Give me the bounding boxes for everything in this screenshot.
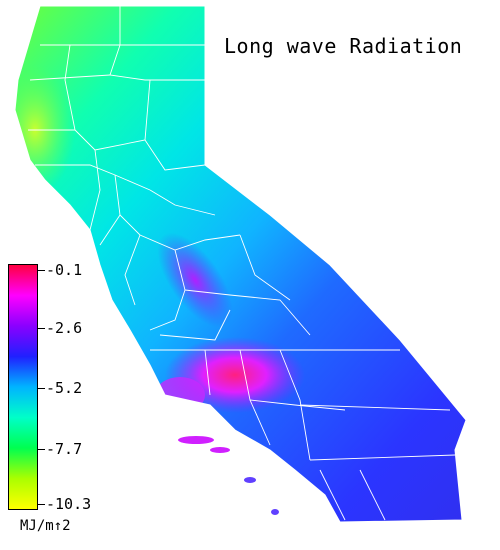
state-outline	[14, 5, 467, 523]
county-boundaries	[28, 6, 456, 521]
coast-south-high-area	[155, 377, 205, 413]
colorbar-unit: MJ/m↑2	[20, 518, 71, 534]
colorbar-tick-label: -10.3	[46, 495, 92, 513]
colorbar-tick-label: -0.1	[46, 261, 83, 279]
colorbar	[8, 264, 38, 510]
colorbar-tick-label: -5.2	[46, 379, 83, 397]
map-title: Long wave Radiation	[224, 34, 463, 58]
channel-islands	[178, 436, 279, 515]
colorbar-tick	[38, 504, 45, 505]
california-shape	[15, 6, 466, 522]
southern-high-area	[165, 337, 305, 413]
colorbar-tick	[38, 449, 45, 450]
colorbar-tick	[38, 328, 45, 329]
colorbar-tick	[38, 270, 45, 271]
colorbar-tick	[38, 388, 45, 389]
colorbar-tick-label: -2.6	[46, 319, 83, 337]
colorbar-tick-label: -7.7	[46, 440, 83, 458]
